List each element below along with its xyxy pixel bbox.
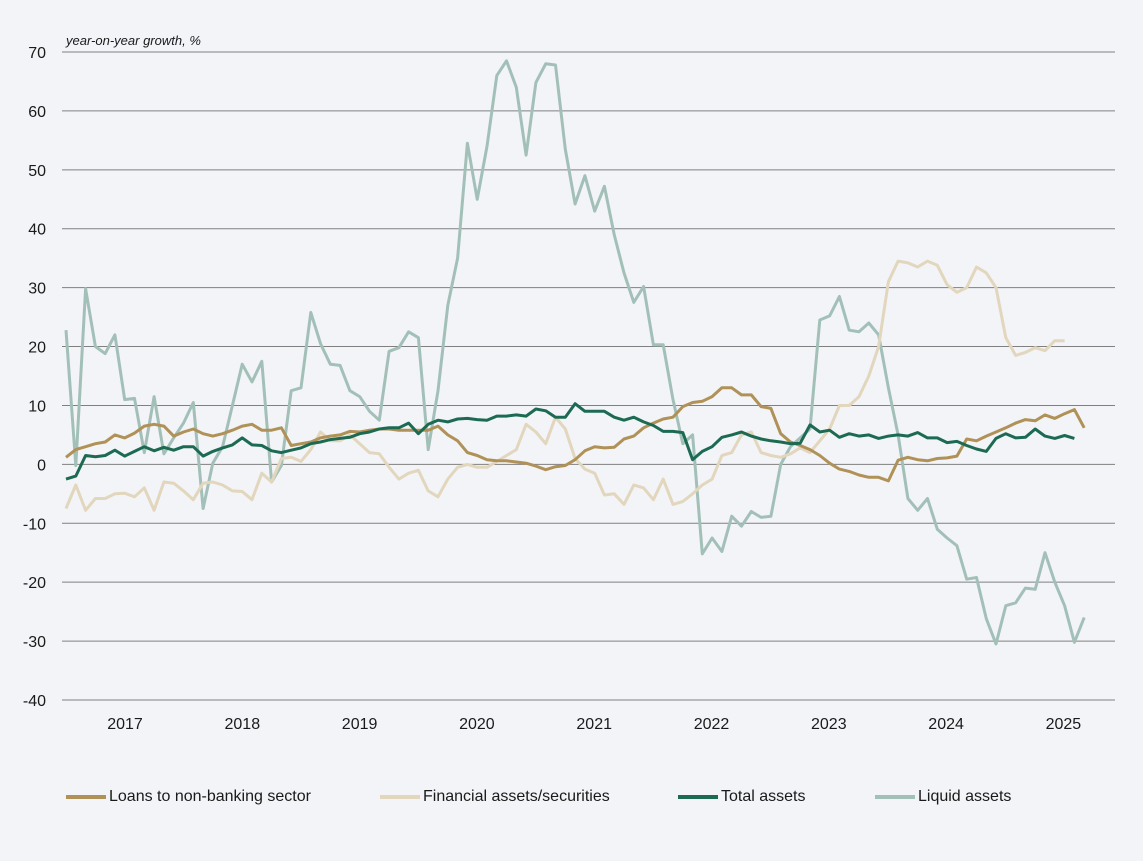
legend-item-loans: Loans to non-banking sector xyxy=(66,786,311,808)
x-tick-label: 2025 xyxy=(1046,716,1082,733)
y-tick-label: 70 xyxy=(28,45,46,62)
gridlines xyxy=(62,51,1115,701)
y-tick-label: -40 xyxy=(23,693,46,710)
series-line-total-assets xyxy=(65,402,1075,481)
y-tick-label: 60 xyxy=(28,104,46,121)
x-tick-label: 2018 xyxy=(225,716,261,733)
series-lines xyxy=(64,59,1086,646)
legend-label-total-assets: Total assets xyxy=(721,788,806,805)
series-line-liquid-assets xyxy=(64,59,1086,646)
y-tick-label: 0 xyxy=(37,457,46,474)
x-tick-label: 2024 xyxy=(928,716,964,733)
y-tick-label: -30 xyxy=(23,634,46,651)
legend-swatch-total-assets xyxy=(678,795,718,799)
x-tick-label: 2020 xyxy=(459,716,495,733)
legend-item-total-assets: Total assets xyxy=(678,786,805,808)
x-tick-label: 2017 xyxy=(107,716,143,733)
legend: Loans to non-banking sector Financial as… xyxy=(66,786,1126,808)
legend-label-loans: Loans to non-banking sector xyxy=(109,788,311,805)
y-tick-label: 20 xyxy=(28,340,46,357)
legend-swatch-financial-assets xyxy=(380,795,420,799)
y-axis-ticks: 70 60 50 40 30 20 10 0 -10 -20 -30 -40 xyxy=(23,45,46,710)
series-line-financial-assets-securities xyxy=(64,259,1065,512)
y-tick-label: 50 xyxy=(28,163,46,180)
x-tick-label: 2019 xyxy=(342,716,378,733)
series-line-loans-to-non-banking-sector xyxy=(65,386,1086,483)
y-axis-unit-label: year-on-year growth, % xyxy=(65,33,201,48)
legend-swatch-loans xyxy=(66,795,106,799)
x-tick-label: 2021 xyxy=(576,716,612,733)
y-tick-label: -10 xyxy=(23,516,46,533)
y-tick-label: 30 xyxy=(28,281,46,298)
legend-item-liquid-assets: Liquid assets xyxy=(875,786,1011,808)
x-tick-label: 2022 xyxy=(694,716,730,733)
y-tick-label: -20 xyxy=(23,575,46,592)
x-axis-ticks: 2017 2018 2019 2020 2021 2022 2023 2024 2025 xyxy=(107,716,1081,733)
y-tick-label: 40 xyxy=(28,222,46,239)
x-tick-label: 2023 xyxy=(811,716,847,733)
legend-label-liquid-assets: Liquid assets xyxy=(918,788,1012,805)
legend-item-financial-assets: Financial assets/securities xyxy=(380,786,610,808)
legend-swatch-liquid-assets xyxy=(875,795,915,799)
legend-label-financial-assets: Financial assets/securities xyxy=(423,788,610,805)
y-tick-label: 10 xyxy=(28,398,46,415)
